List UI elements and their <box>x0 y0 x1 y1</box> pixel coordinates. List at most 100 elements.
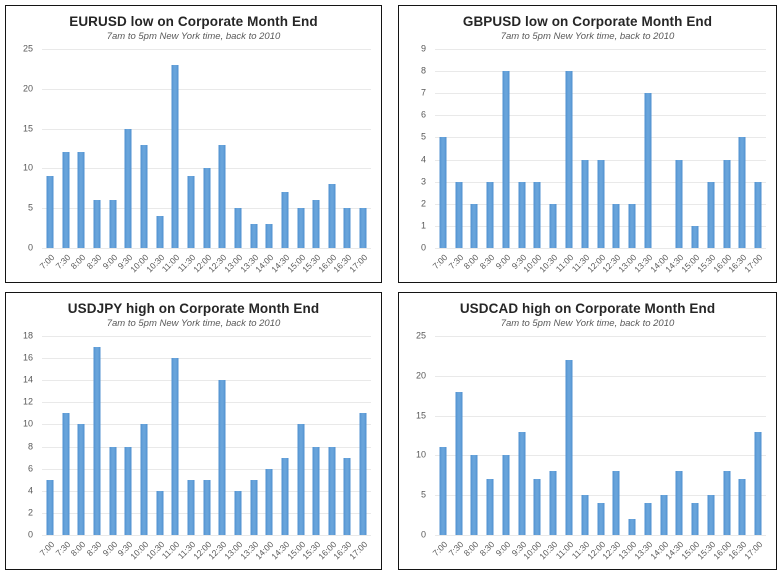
x-axis-tick-label: 17:00 <box>347 539 370 562</box>
gridline <box>42 88 371 90</box>
gridline <box>435 455 766 457</box>
bar-8:30 <box>486 479 494 535</box>
y-axis-tick-label: 4 <box>27 485 33 496</box>
y-axis-tick-label: 9 <box>420 43 426 54</box>
gridline <box>42 358 371 360</box>
chart-title: USDJPY high on Corporate Month End <box>67 301 320 316</box>
y-axis-tick-label: 10 <box>22 162 33 173</box>
x-axis: 7:00 7:30 8:00 8:30 9:00 9:30 10:00 10:30 11:00 1… <box>37 250 371 282</box>
gridline <box>435 535 766 536</box>
x-axis-tick-label: 17:00 <box>347 252 370 275</box>
bar-15:30 <box>707 181 715 248</box>
bar-7:30 <box>455 181 463 248</box>
bar-8:00 <box>77 152 85 248</box>
bar-16:00 <box>328 184 336 248</box>
bar-16:00 <box>723 471 731 535</box>
x-axis-tick-label: 8:30 <box>477 252 497 272</box>
y-axis-tick-label: 2 <box>420 198 426 209</box>
bar-15:00 <box>297 424 304 535</box>
bar-15:00 <box>691 225 699 248</box>
bar-11:00 <box>565 71 573 248</box>
bar-8:00 <box>77 424 85 535</box>
chart-title: USDCAD high on Corporate Month End <box>459 301 716 316</box>
y-axis: 0 5 10 15 20 25 <box>405 331 431 539</box>
y-axis-tick-label: 2 <box>27 507 33 518</box>
y-axis-tick-label: 16 <box>22 352 33 363</box>
y-axis-tick-label: 1 <box>420 220 426 231</box>
bar-7:30 <box>62 152 69 248</box>
bar-7:30 <box>62 413 69 535</box>
bar-8:30 <box>93 347 101 535</box>
bar-7:00 <box>439 137 447 248</box>
plot-area <box>42 49 371 249</box>
bar-10:00 <box>140 424 148 535</box>
gridline <box>435 375 766 377</box>
bar-8:00 <box>470 203 478 248</box>
gridline <box>42 535 371 536</box>
bar-9:00 <box>502 71 510 248</box>
bar-11:30 <box>187 479 195 535</box>
x-axis-tick-label: 8:30 <box>84 539 104 559</box>
bar-13:00 <box>234 490 242 535</box>
y-axis-tick-label: 6 <box>27 463 33 474</box>
x-axis: 7:00 7:30 8:00 8:30 9:00 9:30 10:00 10:30 11:00 1… <box>430 250 766 282</box>
panel-usdcad-high: USDCAD high on Corporate Month End 7am t… <box>398 292 777 570</box>
y-axis-tick-label: 14 <box>22 374 33 385</box>
bar-13:30 <box>644 93 652 248</box>
bar-17:00 <box>359 413 367 535</box>
y-axis-tick-label: 10 <box>22 418 33 429</box>
x-axis-tick-label: 9:00 <box>493 252 513 272</box>
x-axis-tick-label: 7:00 <box>37 539 57 559</box>
bar-9:30 <box>124 446 132 535</box>
y-axis-tick-label: 7 <box>420 87 426 98</box>
bar-14:30 <box>281 192 289 248</box>
bar-11:30 <box>581 495 589 535</box>
bar-11:30 <box>187 176 195 248</box>
bar-10:00 <box>533 181 541 248</box>
bar-14:00 <box>660 495 668 535</box>
chart-title: EURUSD low on Corporate Month End <box>69 14 318 29</box>
bar-10:30 <box>156 490 163 535</box>
gridline <box>435 415 766 417</box>
gridline <box>42 380 371 382</box>
bar-chart-usdcad: 0 5 10 15 20 25 7:00 7:30 8:00 8:30 9:00 9:30 10:00… <box>405 331 770 569</box>
x-axis-tick-label: 8:30 <box>477 539 497 559</box>
bar-15:30 <box>312 446 320 535</box>
bar-10:00 <box>140 144 148 248</box>
gridline <box>435 71 766 73</box>
bar-8:30 <box>93 200 101 248</box>
gridline <box>42 424 371 426</box>
x-axis-tick-label: 17:00 <box>742 539 765 562</box>
y-axis-tick-label: 15 <box>415 410 426 421</box>
panel-usdjpy-high: USDJPY high on Corporate Month End 7am t… <box>5 292 382 570</box>
gridline <box>435 248 766 249</box>
bar-15:30 <box>707 495 715 535</box>
bar-chart-eurusd: 0 5 10 15 20 25 7:00 7:30 8:00 8:30 9:00 9:30 10:00… <box>12 44 375 282</box>
y-axis-tick-label: 12 <box>22 396 33 407</box>
x-axis: 7:00 7:30 8:00 8:30 9:00 9:30 10:00 10:30 11:00 1… <box>430 537 766 569</box>
y-axis: 0 5 10 15 20 25 <box>12 44 38 252</box>
x-axis-tick-label: 8:00 <box>461 539 481 559</box>
bar-13:30 <box>644 503 652 535</box>
bar-16:00 <box>328 446 336 535</box>
bar-12:00 <box>597 159 604 248</box>
bar-12:00 <box>203 479 210 535</box>
bar-10:30 <box>549 471 557 535</box>
x-axis-tick-label: 7:00 <box>37 252 57 272</box>
bar-16:30 <box>738 479 746 535</box>
x-axis-tick-label: 8:00 <box>68 539 88 559</box>
y-axis-tick-label: 0 <box>420 242 426 253</box>
bar-14:00 <box>265 468 273 535</box>
y-axis-tick-label: 10 <box>415 449 426 460</box>
y-axis-tick-label: 15 <box>22 123 33 134</box>
y-axis-tick-label: 5 <box>420 489 426 500</box>
y-axis-tick-label: 6 <box>420 109 426 120</box>
x-axis-tick-label: 7:00 <box>430 252 450 272</box>
bar-14:30 <box>675 471 683 535</box>
chart-subtitle: 7am to 5pm New York time, back to 2010 <box>500 318 675 329</box>
x-axis-tick-label: 9:00 <box>493 539 513 559</box>
gridline <box>42 336 371 337</box>
bar-10:30 <box>156 216 163 248</box>
bar-13:00 <box>234 208 242 248</box>
bar-chart-gbpusd: 0 1 2 3 4 5 6 7 8 9 7:00 7:30 8:00 8:30 9:00 9:30 10:00… <box>405 44 770 282</box>
